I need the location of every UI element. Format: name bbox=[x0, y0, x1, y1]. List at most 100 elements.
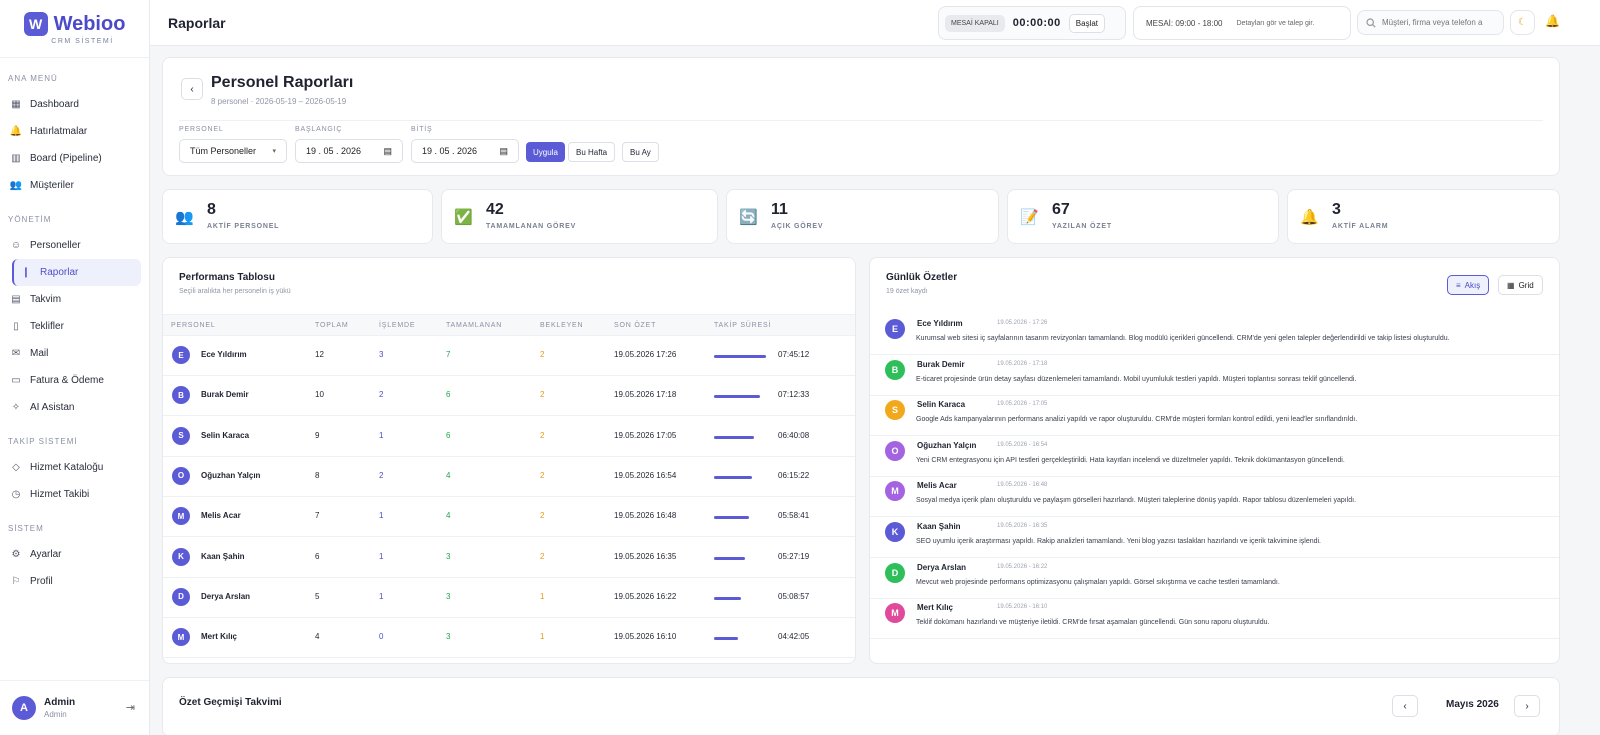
summary-item[interactable]: O Oğuzhan Yalçın 19.05.2026 - 16:54 Yeni CR… bbox=[870, 436, 1559, 477]
calendar-icon: ▤ bbox=[11, 294, 21, 305]
next-month-button[interactable]: › bbox=[1514, 695, 1540, 717]
summary-item[interactable]: S Selin Karaca 19.05.2026 - 17:05 Google Ad… bbox=[870, 395, 1559, 437]
table-row[interactable]: M Melis Acar 7 1 4 2 19.05.2026 16:48 05:58:41 bbox=[163, 497, 855, 538]
sidebar-item-profil[interactable]: ⚐ Profil bbox=[0, 568, 149, 595]
search-input[interactable] bbox=[1382, 18, 1492, 27]
sidebar-item-raporlar[interactable]: ❙ Raporlar bbox=[12, 259, 141, 286]
person-name[interactable]: Burak Demir bbox=[201, 390, 249, 400]
sidebar-item-m-teriler[interactable]: 👥 Müşteriler bbox=[0, 172, 149, 199]
sidebar-item-label: Fatura & Ödeme bbox=[30, 375, 104, 386]
end-date-label: BİTİŞ bbox=[411, 126, 433, 133]
table-row[interactable]: D Derya Arslan 5 1 3 1 19.05.2026 16:22 05:08:5… bbox=[163, 578, 855, 618]
sidebar-item-fatura-deme[interactable]: ▭ Fatura & Ödeme bbox=[0, 367, 149, 394]
daily-summaries-panel: Günlük Özetler 19 özet kaydı ≡ Akış ▦ Gr… bbox=[869, 257, 1560, 664]
chevron-right-icon: › bbox=[1525, 700, 1529, 712]
table-row[interactable]: M Mert Kılıç 4 0 3 1 19.05.2026 16:10 04:42:05 bbox=[163, 618, 855, 659]
sidebar-item-hizmet-takibi[interactable]: ◷ Hizmet Takibi bbox=[0, 481, 149, 508]
person-name[interactable]: Melis Acar bbox=[201, 511, 241, 521]
shift-hours-box[interactable]: MESAİ: 09:00 - 18:00 Detayları gör ve ta… bbox=[1133, 6, 1351, 40]
summary-item[interactable]: K Kaan Şahin 19.05.2026 - 16:35 SEO uyumlu … bbox=[870, 517, 1559, 558]
table-row[interactable]: K Kaan Şahin 6 1 3 2 19.05.2026 16:35 05:27:19 bbox=[163, 538, 855, 578]
logo-icon[interactable]: W bbox=[23, 12, 48, 36]
view-flow-button[interactable]: ≡ Akış bbox=[1447, 275, 1490, 295]
table-row[interactable]: S Selin Karaca 9 1 6 2 19.05.2026 17:05 06:40:0… bbox=[163, 417, 855, 457]
notification-bell-icon[interactable]: 🔔 bbox=[1545, 14, 1560, 28]
apply-button[interactable]: Uygula bbox=[526, 142, 565, 162]
start-date-input[interactable]: 19 . 05 . 2026 ▤ bbox=[295, 139, 403, 163]
profile-icon: ⚐ bbox=[11, 576, 21, 587]
page-title: Raporlar bbox=[168, 14, 226, 31]
summary-person-name: Selin Karaca bbox=[917, 400, 966, 410]
sidebar-item-label: Müşteriler bbox=[30, 180, 74, 191]
last-summary-time: 19.05.2026 16:35 bbox=[614, 551, 677, 561]
person-name[interactable]: Mert Kılıç bbox=[201, 632, 238, 642]
sidebar-item-mail[interactable]: ✉ Mail bbox=[0, 340, 149, 367]
last-summary-time: 19.05.2026 16:54 bbox=[614, 470, 677, 480]
person-name[interactable]: Derya Arslan bbox=[201, 591, 251, 601]
table-row[interactable]: O Oğuzhan Yalçın 8 2 4 2 19.05.2026 16:54 06:15… bbox=[163, 457, 855, 497]
summary-item[interactable]: M Mert Kılıç 19.05.2026 - 16:10 Teklif dokü… bbox=[870, 598, 1559, 640]
performance-table-panel: Performans Tablosu Seçili aralıkta her p… bbox=[162, 257, 856, 664]
duration-progress-bar bbox=[714, 395, 760, 399]
summary-item[interactable]: D Derya Arslan 19.05.2026 - 16:22 Mevcut we… bbox=[870, 558, 1559, 599]
theme-toggle-button[interactable]: ☾ bbox=[1510, 10, 1535, 35]
start-button[interactable]: Başlat bbox=[1068, 13, 1106, 33]
tracking-duration: 07:12:33 bbox=[778, 390, 810, 400]
inprogress-count: 1 bbox=[379, 591, 384, 601]
personel-select[interactable]: Tüm Personeller ▾ bbox=[179, 139, 287, 163]
search-box[interactable] bbox=[1357, 10, 1504, 35]
end-date-input[interactable]: 19 . 05 . 2026 ▤ bbox=[411, 139, 519, 163]
inprogress-count: 3 bbox=[379, 350, 384, 359]
users-icon: 👥 bbox=[9, 180, 23, 191]
sidebar-item-teklifler[interactable]: ▯ Teklifler bbox=[0, 313, 149, 340]
table-row[interactable]: B Burak Demir 10 2 6 2 19.05.2026 17:18 07:12:3… bbox=[163, 376, 855, 417]
personel-select-value: Tüm Personeller bbox=[190, 146, 257, 156]
sidebar-item-board-pipeline-[interactable]: ▥ Board (Pipeline) bbox=[0, 145, 149, 172]
summary-calendar-panel: Özet Geçmişi Takvimi ‹ Mayıs 2026 › bbox=[162, 677, 1560, 735]
sidebar-item-dashboard[interactable]: ▦ Dashboard bbox=[0, 91, 149, 118]
summary-item[interactable]: B Burak Demir 19.05.2026 - 17:18 E-ticaret … bbox=[870, 355, 1559, 396]
person-name[interactable]: Oğuzhan Yalçın bbox=[201, 470, 261, 480]
person-name[interactable]: Selin Karaca bbox=[201, 430, 250, 440]
user-card[interactable]: A Admin Admin ⇥ bbox=[0, 680, 149, 735]
total-count: 7 bbox=[315, 511, 320, 521]
last-summary-time: 19.05.2026 16:22 bbox=[614, 591, 677, 601]
brand-name[interactable]: Webioo bbox=[53, 12, 126, 35]
summary-item[interactable]: M Melis Acar 19.05.2026 - 16:48 Sosyal medy… bbox=[870, 476, 1559, 518]
this-month-button[interactable]: Bu Ay bbox=[622, 142, 659, 162]
view-grid-label: Grid bbox=[1518, 280, 1534, 290]
logout-icon[interactable]: ⇥ bbox=[125, 702, 135, 714]
done-count: 6 bbox=[446, 430, 451, 440]
person-name[interactable]: Kaan Şahin bbox=[201, 551, 245, 561]
summary-person-name: Derya Arslan bbox=[917, 562, 967, 572]
avatar[interactable]: A bbox=[12, 696, 36, 720]
shift-detail-link[interactable]: Detayları gör ve talep gir. bbox=[1236, 19, 1315, 27]
main-content: Raporlar MESAİ KAPALI 00:00:00 Başlat ME… bbox=[150, 0, 1600, 735]
summary-person-name: Burak Demir bbox=[917, 359, 965, 369]
avatar: M bbox=[885, 603, 905, 624]
view-grid-button[interactable]: ▦ Grid bbox=[1498, 275, 1543, 295]
summary-item[interactable]: E Ece Yıldırım 19.05.2026 - 17:26 Kurumsal … bbox=[870, 314, 1559, 355]
sidebar-item-label: Personeller bbox=[30, 240, 81, 251]
tracking-duration: 05:27:19 bbox=[778, 551, 810, 561]
sidebar-item-hizmet-katalo-u[interactable]: ◇ Hizmet Kataloğu bbox=[0, 454, 149, 481]
sidebar-item-ai-asistan[interactable]: ✧ AI Asistan bbox=[0, 394, 149, 421]
stat-value: 42 bbox=[486, 201, 504, 218]
sidebar-item-hat-rlatmalar[interactable]: 🔔 Hatırlatmalar bbox=[0, 118, 149, 145]
table-row[interactable]: E Ece Yıldırım 12 3 7 2 19.05.2026 17:26 07:45:… bbox=[163, 336, 855, 376]
this-week-button[interactable]: Bu Hafta bbox=[568, 142, 616, 162]
sidebar-item-personeller[interactable]: ☺ Personeller bbox=[0, 232, 149, 259]
check-icon: ✅ bbox=[454, 209, 473, 226]
person-name[interactable]: Ece Yıldırım bbox=[201, 350, 247, 359]
grid-icon: ▦ bbox=[11, 99, 21, 110]
sidebar-item-takvim[interactable]: ▤ Takvim bbox=[0, 286, 149, 313]
user-name: Admin bbox=[44, 697, 76, 708]
sidebar-item-ayarlar[interactable]: ⚙ Ayarlar bbox=[0, 541, 149, 568]
calendar-title: Özet Geçmişi Takvimi bbox=[179, 697, 282, 708]
back-button[interactable]: ‹ bbox=[181, 78, 203, 100]
done-count: 4 bbox=[446, 470, 451, 480]
prev-month-button[interactable]: ‹ bbox=[1392, 695, 1418, 717]
bell-icon: 🔔 bbox=[1300, 209, 1319, 226]
column-header: İŞLEMDE bbox=[379, 322, 416, 329]
duration-progress-bar bbox=[714, 435, 754, 439]
